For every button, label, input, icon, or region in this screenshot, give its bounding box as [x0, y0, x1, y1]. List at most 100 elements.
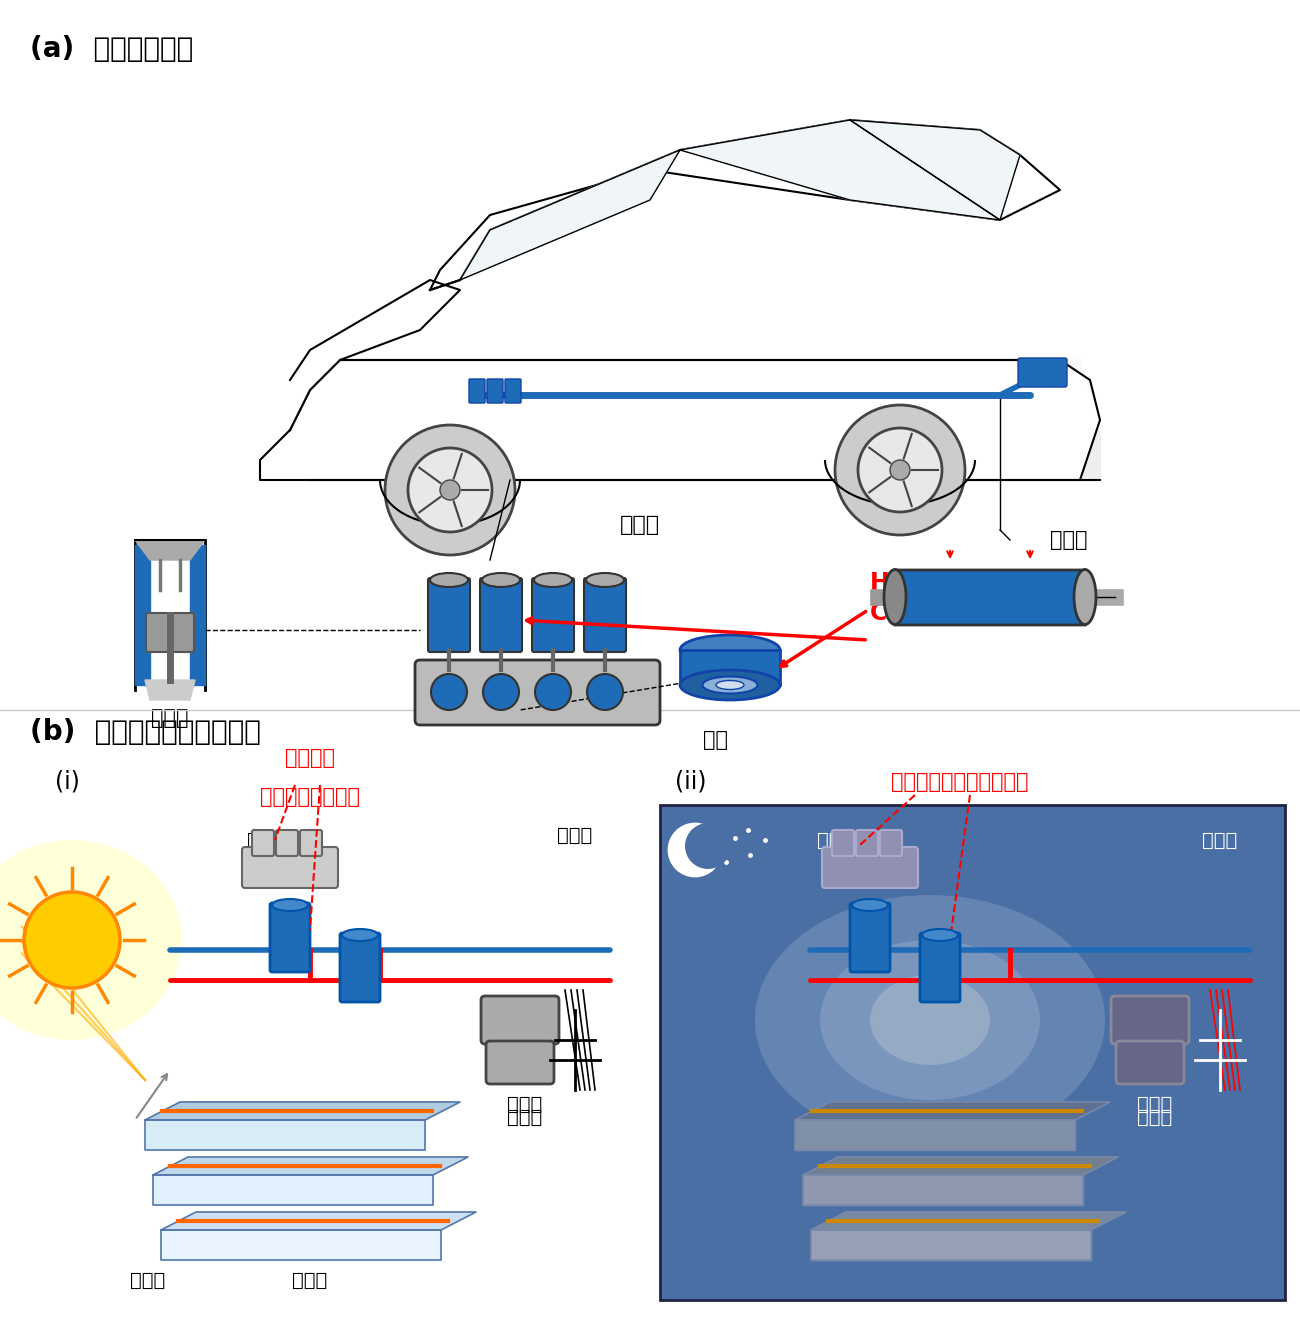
Ellipse shape — [0, 840, 182, 1040]
Circle shape — [891, 460, 910, 480]
FancyBboxPatch shape — [480, 578, 523, 652]
FancyBboxPatch shape — [469, 379, 485, 403]
Text: (b)  在光伏发电领域的应用: (b) 在光伏发电领域的应用 — [30, 718, 261, 746]
Circle shape — [408, 448, 491, 533]
FancyBboxPatch shape — [850, 904, 891, 973]
Text: 蓄热陶瓷: 蓄热陶瓷 — [285, 749, 335, 768]
FancyBboxPatch shape — [855, 829, 878, 856]
Circle shape — [484, 674, 519, 710]
Polygon shape — [135, 541, 205, 685]
Text: 消声器: 消声器 — [1050, 530, 1088, 550]
FancyBboxPatch shape — [276, 829, 298, 856]
Ellipse shape — [272, 898, 308, 912]
Polygon shape — [341, 360, 1100, 420]
Ellipse shape — [820, 939, 1040, 1100]
FancyBboxPatch shape — [481, 996, 559, 1044]
Text: 涡轮机: 涡轮机 — [1138, 1108, 1173, 1128]
FancyBboxPatch shape — [486, 1041, 554, 1084]
Text: 聚光镜: 聚光镜 — [130, 1271, 165, 1291]
Ellipse shape — [755, 894, 1105, 1145]
FancyBboxPatch shape — [880, 829, 902, 856]
Polygon shape — [146, 1120, 425, 1150]
Text: 蓄热陶瓷: 蓄热陶瓷 — [816, 831, 863, 849]
Ellipse shape — [852, 898, 888, 912]
Polygon shape — [161, 1212, 476, 1230]
Polygon shape — [811, 1230, 1091, 1260]
FancyBboxPatch shape — [680, 651, 780, 685]
Text: （白天）储存热量: （白天）储存热量 — [260, 787, 360, 807]
Polygon shape — [796, 1120, 1075, 1150]
Text: (a)  在汽车上应用: (a) 在汽车上应用 — [30, 34, 194, 64]
Ellipse shape — [922, 929, 958, 941]
FancyBboxPatch shape — [822, 847, 918, 888]
Circle shape — [835, 405, 965, 535]
Ellipse shape — [482, 572, 520, 587]
Text: (i): (i) — [55, 770, 79, 794]
Text: 送电线: 送电线 — [1202, 831, 1238, 849]
FancyBboxPatch shape — [300, 829, 322, 856]
Polygon shape — [803, 1157, 1118, 1175]
Ellipse shape — [1074, 570, 1096, 624]
Ellipse shape — [716, 681, 744, 689]
Polygon shape — [796, 1102, 1110, 1120]
Text: 发电机: 发电机 — [1138, 1094, 1173, 1114]
Polygon shape — [850, 121, 1020, 220]
FancyBboxPatch shape — [1112, 996, 1190, 1044]
Polygon shape — [260, 360, 1100, 480]
Polygon shape — [146, 1102, 460, 1120]
Circle shape — [23, 892, 120, 988]
Polygon shape — [135, 545, 150, 685]
FancyBboxPatch shape — [504, 379, 521, 403]
Text: 燃烧室: 燃烧室 — [151, 708, 188, 727]
Circle shape — [385, 425, 515, 555]
Polygon shape — [680, 121, 1000, 220]
Circle shape — [432, 674, 467, 710]
FancyBboxPatch shape — [242, 847, 338, 888]
Polygon shape — [290, 280, 460, 431]
Text: (ii): (ii) — [675, 770, 706, 794]
Polygon shape — [153, 1175, 433, 1204]
FancyBboxPatch shape — [894, 570, 1086, 625]
FancyBboxPatch shape — [341, 933, 380, 1002]
Polygon shape — [430, 121, 1060, 290]
FancyBboxPatch shape — [832, 829, 854, 856]
Polygon shape — [190, 545, 205, 685]
Text: 送电线: 送电线 — [558, 825, 593, 844]
FancyBboxPatch shape — [584, 578, 627, 652]
Ellipse shape — [430, 572, 468, 587]
Text: 涡轮机: 涡轮机 — [507, 1108, 542, 1128]
Polygon shape — [460, 150, 680, 280]
Polygon shape — [135, 541, 205, 690]
Ellipse shape — [884, 570, 906, 624]
FancyBboxPatch shape — [488, 379, 503, 403]
Circle shape — [858, 428, 942, 511]
Polygon shape — [135, 541, 205, 560]
Circle shape — [439, 480, 460, 500]
Circle shape — [685, 823, 731, 869]
Circle shape — [536, 674, 571, 710]
Polygon shape — [146, 680, 195, 700]
Ellipse shape — [680, 670, 780, 700]
FancyBboxPatch shape — [1018, 358, 1067, 387]
Circle shape — [670, 824, 722, 876]
FancyBboxPatch shape — [415, 660, 660, 725]
Text: 发动机: 发动机 — [620, 515, 660, 535]
Text: 换热器: 换热器 — [292, 1271, 328, 1291]
Circle shape — [588, 674, 623, 710]
Ellipse shape — [870, 975, 991, 1065]
Text: 曲轴: 曲轴 — [702, 730, 728, 750]
Polygon shape — [161, 1230, 441, 1260]
FancyBboxPatch shape — [1115, 1041, 1184, 1084]
FancyBboxPatch shape — [532, 578, 575, 652]
FancyBboxPatch shape — [920, 933, 959, 1002]
Ellipse shape — [342, 929, 378, 941]
Text: （夜间）释放储存的热量: （夜间）释放储存的热量 — [892, 772, 1028, 792]
FancyBboxPatch shape — [270, 904, 309, 973]
Ellipse shape — [680, 635, 780, 665]
Polygon shape — [309, 431, 1100, 480]
Ellipse shape — [534, 572, 572, 587]
FancyBboxPatch shape — [428, 578, 471, 652]
Text: Heat Storage
Ceramics: Heat Storage Ceramics — [870, 571, 1046, 625]
Polygon shape — [811, 1212, 1126, 1230]
Ellipse shape — [586, 572, 624, 587]
